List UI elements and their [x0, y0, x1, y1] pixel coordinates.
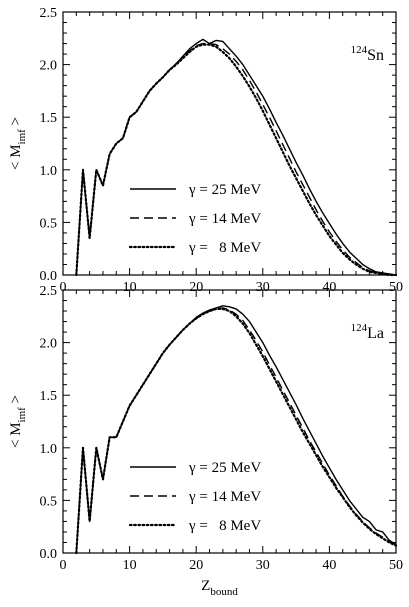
nucleus-symbol: Sn: [367, 47, 384, 64]
legend-label: γ = 8 MeV: [188, 240, 261, 256]
y-tick-label: 1.0: [40, 164, 58, 179]
y-tick-label: 2.5: [40, 284, 58, 299]
legend-label: γ = 25 MeV: [188, 182, 261, 198]
plot-frame: [62, 289, 397, 554]
y-tick-label: 2.0: [40, 337, 58, 352]
x-tick-label: 40: [322, 558, 336, 573]
legend-label: γ = 25 MeV: [188, 460, 261, 476]
panel-1: 0 10 20 30 40 500.00.51.01.52.02.5< Mimf >124…: [8, 6, 403, 295]
x-axis-label-sub: bound: [210, 586, 238, 598]
y-tick-label: 0.0: [40, 547, 58, 562]
y-axis-label: < Mimf >: [8, 395, 28, 448]
x-tick-label: 20: [189, 280, 203, 295]
y-axis-label-close: >: [8, 395, 24, 407]
nucleus-label: 124Sn: [351, 44, 384, 64]
x-tick-label: 30: [256, 280, 270, 295]
y-tick-label: 2.5: [40, 6, 58, 21]
x-tick-label: 30: [256, 558, 270, 573]
y-axis-label-close: >: [8, 117, 24, 129]
legend: γ = 25 MeV γ = 14 MeV γ = 8 MeV: [128, 460, 261, 534]
y-axis-label-sub: imf: [16, 129, 28, 145]
legend-label: γ = 14 MeV: [188, 489, 261, 505]
plot-frame: [62, 11, 397, 276]
y-tick-label: 0.0: [40, 269, 58, 284]
x-tick-label: 0: [60, 558, 67, 573]
series-line-dotted: [75, 307, 398, 555]
y-tick-label: 1.0: [40, 442, 58, 457]
x-axis-label: Zbound: [201, 578, 238, 598]
nucleus-mass-number: 124: [351, 44, 368, 56]
nucleus-symbol: La: [367, 325, 384, 342]
y-tick-label: 0.5: [40, 494, 58, 509]
legend-label: γ = 14 MeV: [188, 211, 261, 227]
legend-label: γ = 8 MeV: [188, 518, 261, 534]
nucleus-label: 124La: [351, 322, 384, 342]
y-tick-label: 2.0: [40, 59, 58, 74]
series-line-dashed: [75, 307, 397, 554]
y-tick-label: 1.5: [40, 111, 58, 126]
nucleus-mass-number: 124: [351, 322, 368, 334]
x-tick-label: 10: [123, 558, 137, 573]
x-tick-label: 50: [389, 280, 403, 295]
legend: γ = 25 MeV γ = 14 MeV γ = 8 MeV: [128, 182, 261, 256]
x-tick-label: 40: [322, 280, 336, 295]
series-line-dashed: [75, 42, 396, 276]
y-tick-label: 0.5: [40, 216, 58, 231]
series-line-solid: [75, 305, 397, 554]
x-tick-label: 10: [123, 280, 137, 295]
panel-2: 0 10 20 30 40 50 0.0 0.5 1.0 1.5 2.0 2.5 < Mimf > Zbo…: [8, 284, 403, 598]
y-tick-label: 1.5: [40, 389, 58, 404]
series-line-dotted: [75, 43, 398, 277]
y-axis-label-main: < M: [8, 422, 24, 448]
x-tick-label: 50: [389, 558, 403, 573]
x-tick-label: 0: [60, 280, 67, 295]
y-axis-label: < Mimf >: [8, 117, 28, 170]
y-axis-label-sub: imf: [16, 407, 28, 423]
y-axis-label-main: < M: [8, 144, 24, 170]
x-tick-label: 20: [189, 558, 203, 573]
x-axis-label-main: Z: [201, 578, 210, 594]
